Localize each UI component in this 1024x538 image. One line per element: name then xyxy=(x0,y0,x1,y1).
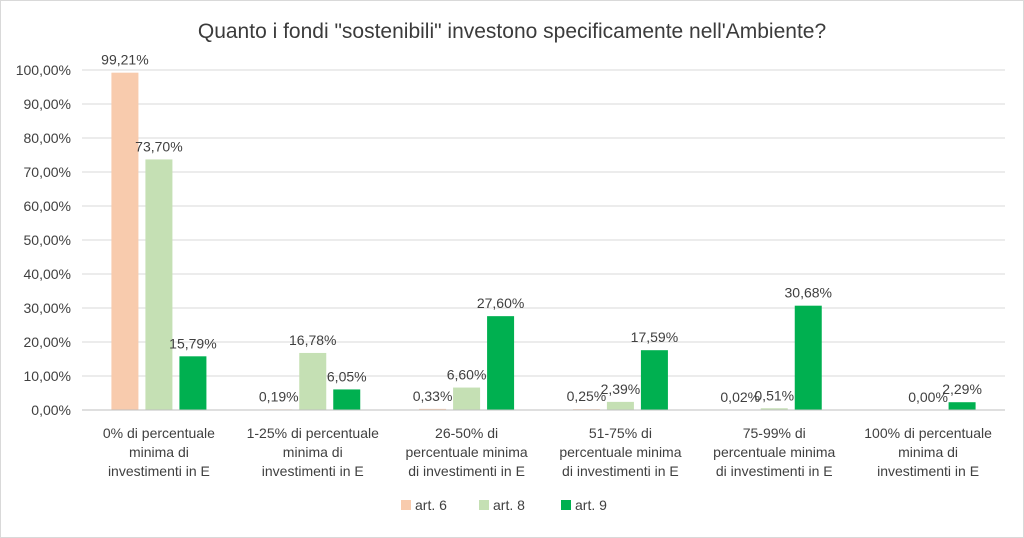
y-tick-label: 60,00% xyxy=(24,198,71,214)
x-tick-label: di investimenti in E xyxy=(408,463,525,479)
data-label: 27,60% xyxy=(477,295,524,311)
data-label: 30,68% xyxy=(785,285,832,301)
x-tick-label: 1-25% di percentuale xyxy=(247,425,380,441)
y-tick-label: 70,00% xyxy=(24,164,71,180)
x-tick-label: investimenti in E xyxy=(877,463,979,479)
bar-art-9 xyxy=(487,316,515,410)
bar-art-8 xyxy=(453,387,481,410)
bar-art-9 xyxy=(794,305,822,410)
data-label: 6,60% xyxy=(447,367,487,383)
data-label: 0,02% xyxy=(720,389,760,405)
data-label: 0,51% xyxy=(754,387,794,403)
x-tick-label: percentuale minima xyxy=(713,444,835,460)
legend-swatch xyxy=(401,500,411,510)
bar-art-9 xyxy=(948,402,976,410)
legend-swatch xyxy=(561,500,571,510)
data-label: 6,05% xyxy=(327,368,367,384)
grid-layer xyxy=(82,69,1005,411)
data-label: 17,59% xyxy=(631,329,678,345)
x-tick-label: investimenti in E xyxy=(262,463,364,479)
x-tick-label: percentuale minima xyxy=(559,444,681,460)
data-label: 0,19% xyxy=(259,388,299,404)
x-tick-label: investimenti in E xyxy=(108,463,210,479)
legend-label: art. 6 xyxy=(415,497,447,513)
x-tick-label: 26-50% di xyxy=(435,425,498,441)
y-tick-label: 80,00% xyxy=(24,130,71,146)
legend-label: art. 8 xyxy=(493,497,525,513)
data-label: 0,00% xyxy=(908,389,948,405)
axis-layer: 0,00% 10,00% 20,00% 30,00% 40,00% 50,00% 60,00… xyxy=(16,62,1005,479)
y-tick-label: 100,00% xyxy=(16,62,71,78)
data-label: 15,79% xyxy=(169,335,216,351)
x-tick-label: 75-99% di xyxy=(743,425,806,441)
data-label: 16,78% xyxy=(289,332,336,348)
y-tick-label: 10,00% xyxy=(24,368,71,384)
legend-swatch xyxy=(479,500,489,510)
y-tick-label: 90,00% xyxy=(24,96,71,112)
x-tick-label: di investimenti in E xyxy=(716,463,833,479)
bar-art-9 xyxy=(333,389,361,410)
y-tick-label: 40,00% xyxy=(24,266,71,282)
bar-art-8 xyxy=(760,408,788,410)
bar-art-6 xyxy=(419,408,447,410)
data-label: 2,39% xyxy=(601,381,641,397)
bar-art-6 xyxy=(111,72,139,410)
bars-layer xyxy=(111,72,976,410)
chart-title: Quanto i fondi "sostenibili" investono s… xyxy=(198,20,826,43)
x-tick-label: 100% di percentuale xyxy=(864,425,992,441)
y-tick-label: 20,00% xyxy=(24,334,71,350)
legend: art. 6 art. 8 art. 9 xyxy=(401,497,607,513)
bar-art-9 xyxy=(179,356,207,410)
data-label: 2,29% xyxy=(942,381,982,397)
bar-art-9 xyxy=(640,350,668,410)
data-labels-layer: 99,21% 73,70% 15,79% 0,19% 16,78% 6,05% 0,33% 6… xyxy=(101,52,982,405)
data-label: 73,70% xyxy=(135,138,182,154)
x-tick-label: minima di xyxy=(898,444,958,460)
x-tick-label: minima di xyxy=(129,444,189,460)
x-tick-label: 51-75% di xyxy=(589,425,652,441)
y-tick-label: 50,00% xyxy=(24,232,71,248)
data-label: 0,25% xyxy=(567,388,607,404)
bar-art-8 xyxy=(606,401,634,410)
x-tick-label: 0% di percentuale xyxy=(103,425,215,441)
x-tick-label: minima di xyxy=(283,444,343,460)
legend-label: art. 9 xyxy=(575,497,607,513)
y-tick-label: 0,00% xyxy=(31,402,71,418)
data-label: 0,33% xyxy=(413,388,453,404)
bar-art-8 xyxy=(145,159,173,410)
bar-art-8 xyxy=(299,352,327,410)
y-tick-label: 30,00% xyxy=(24,300,71,316)
x-tick-label: percentuale minima xyxy=(405,444,527,460)
x-tick-label: di investimenti in E xyxy=(562,463,679,479)
data-label: 99,21% xyxy=(101,52,148,68)
